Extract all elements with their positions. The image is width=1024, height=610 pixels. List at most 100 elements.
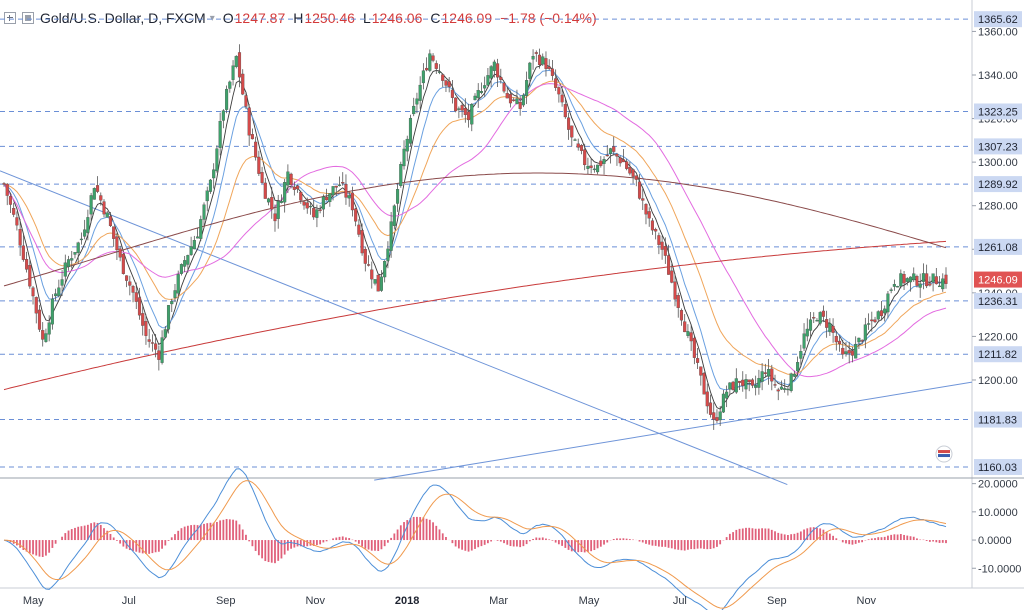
candle-body <box>492 61 496 71</box>
candle-body <box>141 313 145 326</box>
time-tick-label: May <box>579 595 600 607</box>
candle-body <box>460 105 464 111</box>
candle-body <box>908 276 913 283</box>
candle-body <box>276 200 280 219</box>
macd-tick-label: -10.0000 <box>978 563 1021 575</box>
last-price-label: 1246.09 <box>978 275 1018 287</box>
candlesticks <box>2 44 948 430</box>
candle-body <box>408 117 413 144</box>
candle-body <box>21 245 25 260</box>
candle-body <box>573 139 577 141</box>
candle-body <box>225 88 229 110</box>
candle-body <box>773 384 777 386</box>
candle-body <box>786 388 790 391</box>
candle-body <box>473 95 477 101</box>
candle-body <box>631 169 635 177</box>
candle-body <box>625 161 629 169</box>
level-label: 1323.25 <box>978 106 1018 118</box>
candle-body <box>567 117 571 130</box>
candle-body <box>592 168 596 171</box>
candle-body <box>570 125 574 138</box>
candle-body <box>841 347 845 355</box>
candle-body <box>131 285 135 293</box>
ma-orange <box>3 80 947 375</box>
candle-body <box>479 91 484 93</box>
candle-body <box>292 186 296 190</box>
candle-body <box>557 87 561 95</box>
candle-body <box>844 351 848 355</box>
candle-body <box>792 373 796 377</box>
candle-body <box>705 391 709 407</box>
candle-body <box>579 145 584 151</box>
candle-body <box>121 253 125 275</box>
candle-body <box>208 179 213 192</box>
level-label-bg <box>974 292 1022 309</box>
candle-body <box>250 134 254 140</box>
candle-body <box>915 276 919 286</box>
candle-body <box>257 156 261 174</box>
collapse-icon[interactable] <box>22 12 34 24</box>
candle-body <box>854 343 858 359</box>
candle-body <box>728 382 732 390</box>
chevron-down-icon[interactable]: ▾ <box>209 12 215 24</box>
candle-body <box>231 65 235 80</box>
macd-line <box>3 468 947 610</box>
candle-body <box>499 76 503 80</box>
ma-brown <box>3 172 947 287</box>
level-label-bg <box>974 411 1022 428</box>
candle-body <box>283 182 287 203</box>
candle-body <box>373 279 377 284</box>
candle-body <box>796 362 800 372</box>
candle-body <box>886 293 890 313</box>
candle-body <box>889 289 893 291</box>
candle-body <box>412 105 416 115</box>
candle-body <box>47 322 51 335</box>
time-axis[interactable]: May Jul Sep Nov 2018 Mar May Jul Sep Nov <box>23 595 877 607</box>
candle-body <box>212 169 216 179</box>
candle-body <box>5 183 9 196</box>
candle-body <box>50 298 54 325</box>
level-label: 1181.83 <box>978 415 1017 427</box>
candle-body <box>37 309 42 330</box>
candle-body <box>202 204 206 220</box>
candle-body <box>515 98 519 104</box>
level-label: 1365.62 <box>978 14 1018 26</box>
candle-body <box>57 287 61 297</box>
candle-body <box>357 224 361 235</box>
candle-body <box>215 148 219 172</box>
candle-body <box>718 411 722 421</box>
candle-body <box>808 319 813 331</box>
candle-body <box>66 259 71 268</box>
last-price-bg <box>974 271 1022 288</box>
candle-body <box>321 196 325 210</box>
level-labels: 1365.62 1323.25 1307.23 1289.92 1261.08 1236.… <box>974 11 1022 476</box>
candle-body <box>270 197 274 210</box>
expand-icon[interactable] <box>4 12 16 24</box>
candle-body <box>302 201 306 206</box>
candle-body <box>596 164 600 173</box>
time-tick-label: May <box>23 595 44 607</box>
candle-body <box>418 84 422 101</box>
candle-body <box>615 153 619 157</box>
level-label-bg <box>974 138 1022 155</box>
candle-body <box>160 337 164 363</box>
candle-body <box>660 241 664 250</box>
candle-body <box>512 99 516 101</box>
symbol-title[interactable]: Gold/U.S. Dollar, D, FXCM <box>40 10 206 26</box>
candle-body <box>76 242 80 253</box>
candle-body <box>899 273 903 287</box>
candle-body <box>221 110 225 121</box>
candle-body <box>147 339 151 342</box>
candle-body <box>863 324 867 341</box>
candle-body <box>802 333 806 349</box>
candle-body <box>583 149 587 166</box>
candle-body <box>747 379 751 383</box>
candle-body <box>173 290 177 298</box>
candle-body <box>670 270 674 283</box>
candle-body <box>186 255 190 265</box>
candle-body <box>641 198 645 201</box>
candle-body <box>931 273 935 283</box>
candle-body <box>86 217 90 233</box>
candle-body <box>125 275 129 281</box>
